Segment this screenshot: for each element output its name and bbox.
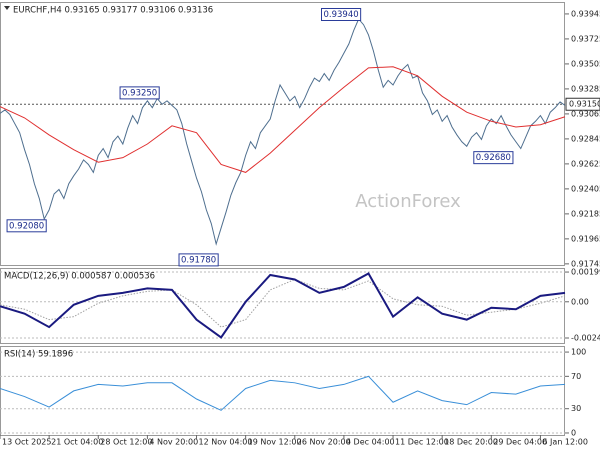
x-tick-label: 4 Nov 20:00 xyxy=(149,438,198,447)
annotation-label: 0.91780 xyxy=(181,255,216,265)
annotation-label: 0.93940 xyxy=(323,10,358,20)
y-tick-label: 70 xyxy=(571,372,581,381)
x-tick-label: 21 Oct 04:00 xyxy=(51,438,103,447)
y-tick-label: 0 xyxy=(571,428,576,437)
annotation-box xyxy=(320,7,362,21)
y-tick-label: 0.001998 xyxy=(571,268,600,277)
x-tick-label: 29 Dec 04:00 xyxy=(493,438,547,447)
x-tick-label: 6 Jan 12:00 xyxy=(542,438,588,447)
y-tick-label: 0.91965 xyxy=(571,234,600,243)
series-line xyxy=(0,66,566,173)
x-tick-label: 18 Dec 20:00 xyxy=(444,438,498,447)
annotation-box xyxy=(178,253,219,267)
x-tick-label: 4 Dec 04:00 xyxy=(346,438,395,447)
y-tick-label: 0.93945 xyxy=(571,9,600,18)
x-tick-label: 19 Nov 12:00 xyxy=(248,438,302,447)
watermark: ActionForex xyxy=(355,191,461,212)
y-tick-label: 0.92405 xyxy=(571,184,600,193)
y-tick-label: 30 xyxy=(571,404,581,413)
y-tick-label: 0.92185 xyxy=(571,209,600,218)
x-tick-label: 28 Oct 12:00 xyxy=(100,438,152,447)
y-tick-label: 0.93505 xyxy=(571,59,600,68)
annotation-box xyxy=(473,151,514,165)
x-tick-label: 11 Dec 12:00 xyxy=(395,438,449,447)
title-icon xyxy=(4,6,10,10)
annotation-box xyxy=(119,86,160,100)
annotation-label: 0.93250 xyxy=(122,88,157,98)
panel-title: EURCHF,H4 0.93165 0.93177 0.93106 0.9313… xyxy=(13,6,213,16)
annotation-label: 0.92080 xyxy=(9,221,44,231)
y-tick-label: 0.93725 xyxy=(571,34,600,43)
x-tick-label: 13 Oct 2025 xyxy=(2,438,51,447)
panel-frame xyxy=(0,346,565,436)
series-line xyxy=(0,18,566,246)
annotation-box xyxy=(6,219,47,233)
x-tick-label: 26 Nov 20:00 xyxy=(297,438,351,447)
y-tick-label: -0.002434 xyxy=(571,334,600,343)
series-line xyxy=(0,278,566,328)
panel-frame xyxy=(0,2,565,266)
panel-title: RSI(14) 59.1896 xyxy=(4,350,73,360)
annotation-label: 0.92680 xyxy=(476,153,511,163)
current-price-box xyxy=(565,97,600,111)
y-tick-label: 0.93285 xyxy=(571,84,600,93)
panel-frame xyxy=(0,268,565,344)
series-line xyxy=(0,375,566,411)
y-tick-label: 0.91745 xyxy=(571,259,600,268)
y-tick-label: 0.93065 xyxy=(571,109,600,118)
x-tick-label: 12 Nov 04:00 xyxy=(199,438,253,447)
series-line xyxy=(0,272,566,339)
y-tick-label: 0.00 xyxy=(571,297,589,306)
panel-title: MACD(12,26,9) 0.000587 0.000536 xyxy=(4,272,155,282)
y-tick-label: 100 xyxy=(571,348,586,357)
y-tick-label: 0.92625 xyxy=(571,159,600,168)
y-tick-label: 0.92845 xyxy=(571,134,600,143)
current-price-label: 0.93150 xyxy=(569,100,600,109)
